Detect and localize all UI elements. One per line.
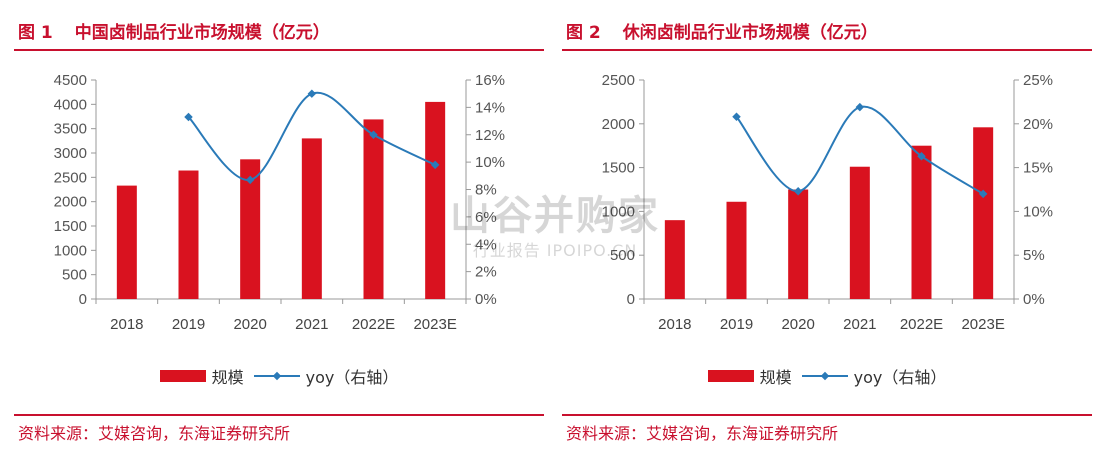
legend-line-swatch [801, 370, 848, 382]
legend-bar-label: 规模 [759, 368, 792, 387]
yoy-point [978, 189, 988, 199]
right-tick-label: 10% [1023, 203, 1053, 220]
left-tick-label: 2000 [54, 194, 87, 211]
x-tick-label: 2020 [233, 316, 266, 333]
yoy-point [793, 187, 803, 196]
x-tick-label: 2021 [295, 316, 328, 333]
figure-1-top-rule [14, 49, 544, 51]
legend-bar-label: 规模 [211, 368, 244, 387]
left-tick-label: 500 [610, 247, 635, 264]
figure-1-source: 资料来源：艾媒咨询，东海证券研究所 [18, 424, 291, 443]
right-tick-label: 20% [1023, 116, 1053, 133]
legend-line-label: yoy（右轴） [853, 368, 947, 387]
left-tick-label: 3000 [54, 145, 87, 162]
left-tick-label: 500 [62, 267, 87, 284]
legend-item-line: yoy（右轴） [801, 364, 947, 388]
left-tick-label: 0 [79, 291, 87, 308]
right-tick-label: 2% [475, 264, 497, 281]
x-tick-label: 2023E [413, 316, 456, 333]
figure-2-source: 资料来源：艾媒咨询，东海证券研究所 [566, 424, 839, 443]
right-tick-label: 5% [1023, 247, 1045, 264]
bar-2020 [788, 189, 809, 299]
right-tick-label: 10% [475, 154, 505, 171]
figure-2-top-rule [562, 49, 1092, 51]
right-tick-label: 12% [475, 127, 505, 144]
bar-2018 [664, 220, 685, 299]
x-tick-label: 2019 [720, 316, 753, 333]
left-tick-label: 1500 [54, 218, 87, 235]
figure-1-chart: 0 500 1000 1500 2000 2500 3000 3500 4000 4500 0% 2%… [54, 72, 505, 333]
right-tick-label: 15% [1023, 160, 1053, 177]
bar-2019 [178, 170, 199, 299]
legend-item-line: yoy（右轴） [253, 364, 399, 388]
x-tick-label: 2023E [961, 316, 1004, 333]
legend-bar-swatch [707, 370, 754, 382]
bar-2021 [849, 166, 870, 299]
legend-line-swatch [253, 370, 300, 382]
yoy-line [735, 105, 984, 195]
right-tick-label: 16% [475, 72, 505, 89]
right-tick-label: 0% [475, 291, 497, 308]
bar-2023E [973, 127, 994, 299]
yoy-point [430, 160, 440, 170]
x-tick-label: 2018 [658, 316, 691, 333]
right-tick-label: 8% [475, 182, 497, 199]
figure-1-title: 图 1 中国卤制品行业市场规模（亿元） [18, 20, 330, 46]
left-tick-label: 2000 [602, 116, 635, 133]
legend-item-bar: 规模 [159, 364, 244, 388]
right-tick-label: 6% [475, 209, 497, 226]
left-tick-label: 2500 [54, 169, 87, 186]
bar-2018 [116, 185, 137, 299]
left-tick-label: 2500 [602, 72, 635, 89]
left-tick-label: 1500 [602, 160, 635, 177]
right-tick-label: 25% [1023, 72, 1053, 89]
legend-bar-swatch [159, 370, 206, 382]
left-tick-label: 4500 [54, 72, 87, 89]
bar-2020 [240, 159, 261, 299]
left-tick-label: 3500 [54, 121, 87, 138]
bar-2019 [726, 201, 747, 299]
x-tick-label: 2022E [352, 316, 395, 333]
x-tick-label: 2022E [900, 316, 943, 333]
yoy-point [369, 130, 378, 139]
figure-2-title-text: 休闲卤制品行业市场规模（亿元） [622, 23, 878, 43]
x-tick-label: 2020 [781, 316, 814, 333]
figure-1-title-text: 中国卤制品行业市场规模（亿元） [74, 23, 330, 43]
right-tick-label: 4% [475, 236, 497, 253]
bar-2023E [425, 101, 446, 300]
yoy-point [184, 112, 193, 122]
left-tick-label: 4000 [54, 96, 87, 113]
right-tick-label: 14% [475, 99, 505, 116]
legend-line-label: yoy（右轴） [305, 368, 399, 387]
x-tick-label: 2018 [110, 316, 143, 333]
figure-2-title: 图 2 休闲卤制品行业市场规模（亿元） [566, 20, 878, 46]
figure-2-number: 图 2 [566, 23, 601, 43]
yoy-point [245, 175, 255, 185]
figure-1-bottom-rule [14, 414, 544, 416]
x-tick-label: 2019 [172, 316, 205, 333]
left-tick-label: 1000 [602, 203, 635, 220]
bar-2021 [301, 138, 322, 299]
yoy-point [307, 89, 317, 98]
left-tick-label: 1000 [54, 242, 87, 259]
bar-2022E [363, 119, 384, 299]
figure-2-legend: 规模 yoy（右轴） [562, 364, 1092, 388]
right-tick-label: 0% [1023, 291, 1045, 308]
left-tick-label: 0 [627, 291, 635, 308]
figure-2-panel: 图 2 休闲卤制品行业市场规模（亿元） 0 500 1000 1500 2000 2500 0… [562, 0, 1092, 468]
x-tick-label: 2021 [843, 316, 876, 333]
figure-1-panel: 图 1 中国卤制品行业市场规模（亿元） 0 500 1000 1500 2000 2500 3… [14, 0, 544, 468]
figure-2-chart: 0 500 1000 1500 2000 2500 0% 5% 10% 15% 20% 25% 2018… [602, 72, 1053, 333]
yoy-point [855, 102, 865, 112]
figure-2-bottom-rule [562, 414, 1092, 416]
figure-1-number: 图 1 [18, 23, 53, 43]
legend-item-bar: 规模 [707, 364, 792, 388]
bar-2022E [911, 145, 932, 299]
figure-1-legend: 规模 yoy（右轴） [14, 364, 544, 388]
